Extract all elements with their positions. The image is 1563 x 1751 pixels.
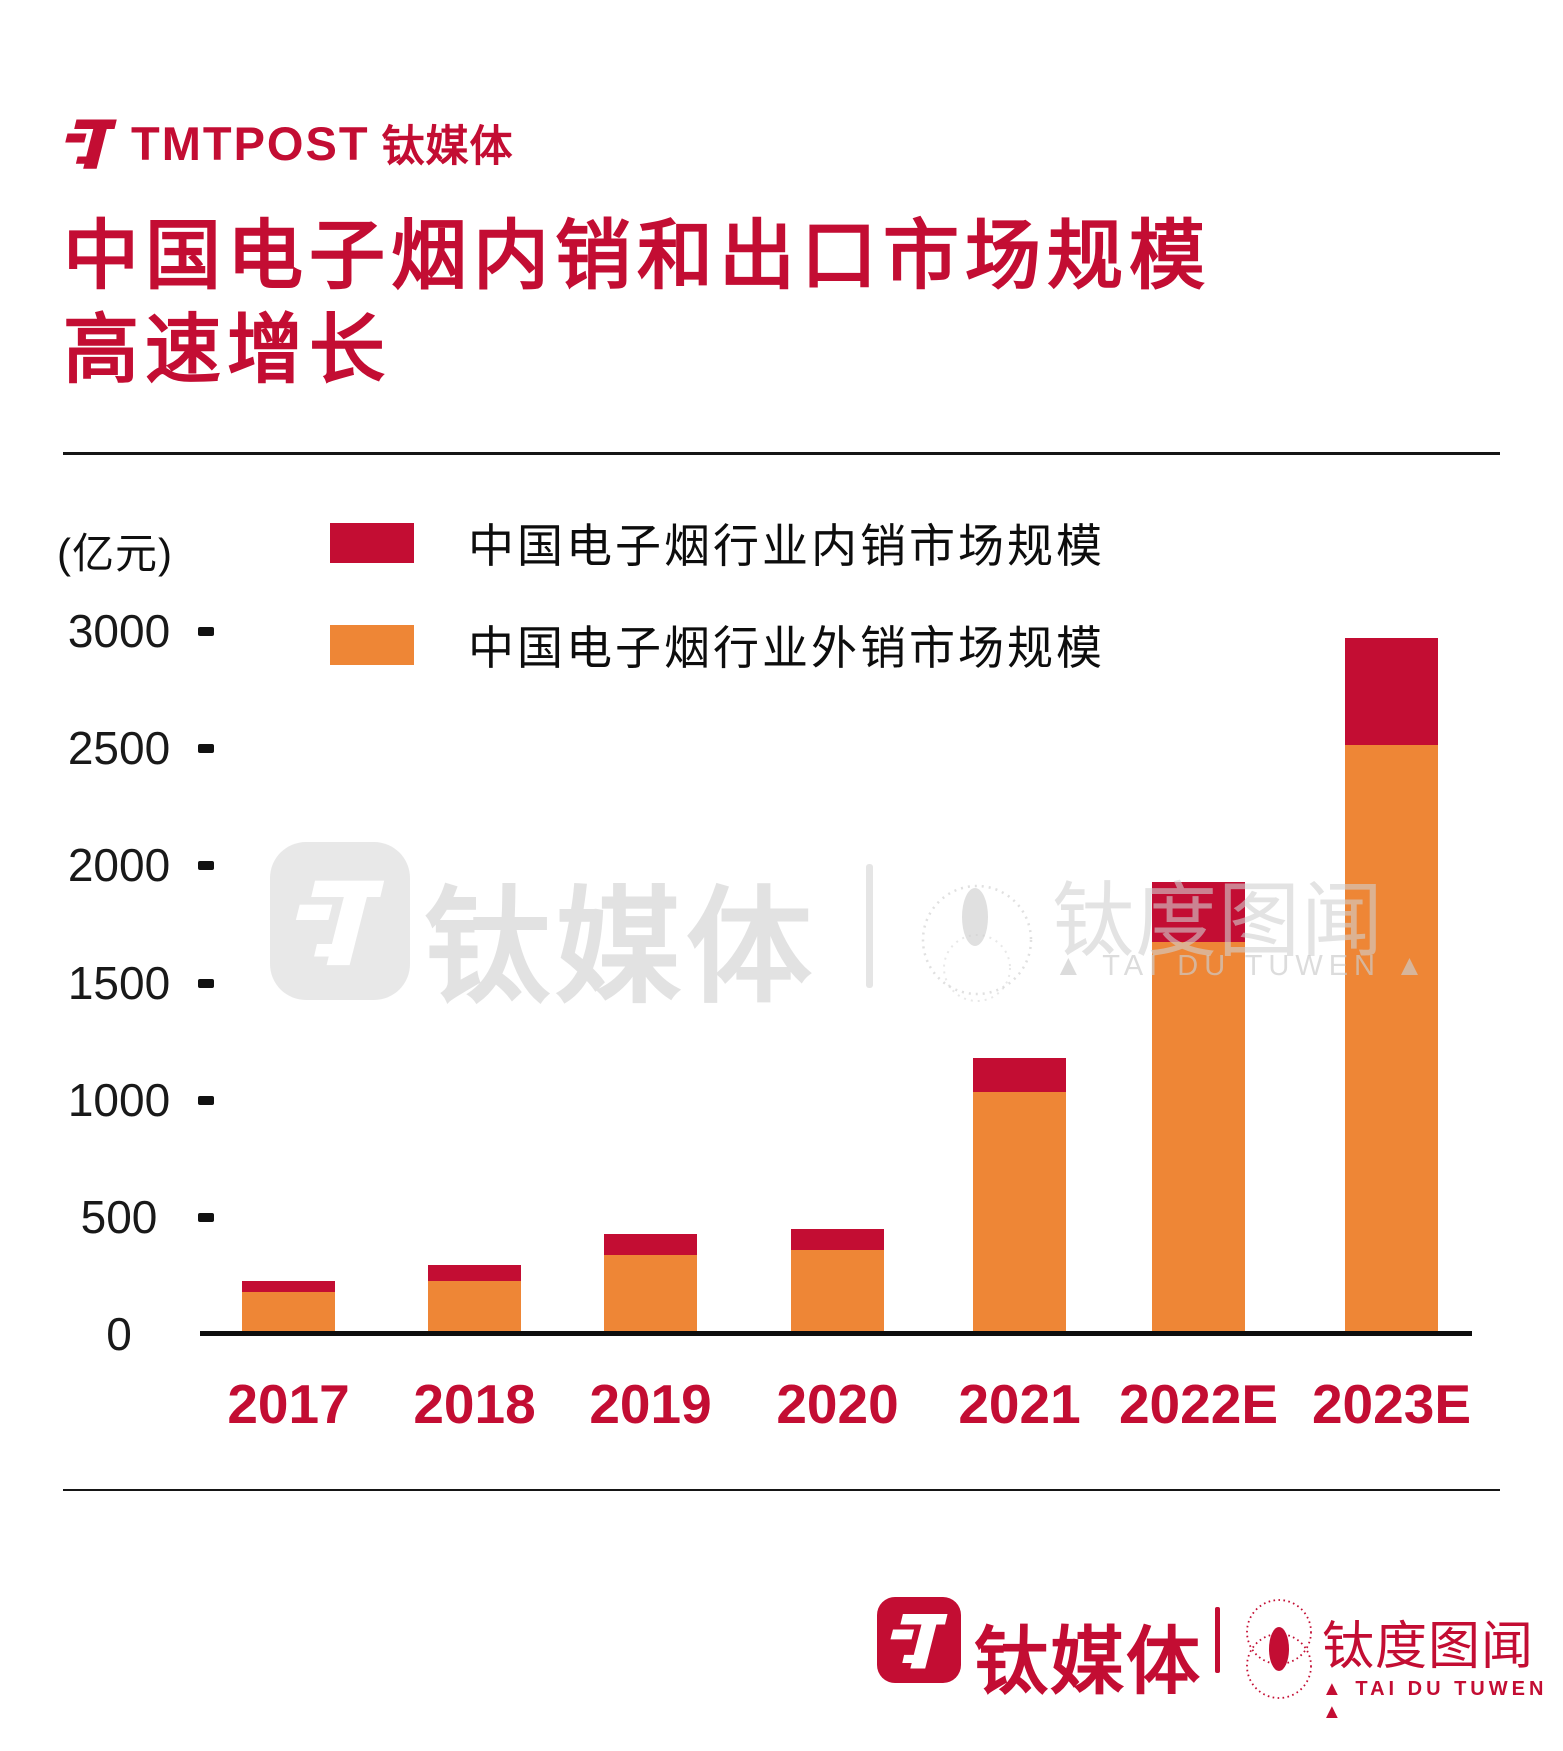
x-axis-label-2018: 2018 <box>413 1373 536 1435</box>
watermark-t-icon <box>295 880 385 966</box>
y-axis-tick-mark-3000 <box>198 627 214 636</box>
watermark-eye-icon <box>921 884 1033 1002</box>
y-axis-tick-mark-2500 <box>198 744 214 754</box>
legend-label-export: 中国电子烟行业外销市场规模 <box>468 622 1105 674</box>
legend-item-export: 中国电子烟行业外销市场规模 <box>330 614 1105 676</box>
footer-taidu-latin: ▲ TAI DU TUWEN ▲ <box>1322 1678 1563 1724</box>
y-axis-tick-label-2500: 2500 <box>67 722 171 775</box>
bar-segment-domestic <box>973 1058 1066 1092</box>
bar-2018 <box>428 1265 521 1331</box>
bar-2019 <box>604 1234 697 1331</box>
x-axis-label-2017: 2017 <box>227 1373 350 1435</box>
brand-name-en: TMTPOST <box>131 116 370 170</box>
watermark-brand-cn: 钛媒体 <box>424 877 817 1018</box>
y-axis-tick-label-2000: 2000 <box>67 839 171 892</box>
legend-item-domestic: 中国电子烟行业内销市场规模 <box>330 512 1105 574</box>
footer-eye-icon <box>1246 1599 1312 1699</box>
header-brand: TMTPOST 钛媒体 <box>63 112 514 174</box>
x-axis-label-2022E: 2022E <box>1118 1373 1279 1435</box>
x-axis-line <box>200 1331 1472 1336</box>
page-title: 中国电子烟内销和出口市场规模 高速增长 <box>63 210 1211 398</box>
watermark-tmtpost-logo <box>270 842 410 1000</box>
legend-swatch-domestic <box>330 523 414 563</box>
x-axis-label-2023E: 2023E <box>1311 1373 1472 1435</box>
bar-segment-domestic <box>604 1234 697 1255</box>
bar-segment-export <box>1345 745 1438 1331</box>
footer-triangle-left: ▲ <box>1322 1678 1346 1700</box>
bar-segment-export <box>242 1292 335 1331</box>
bar-2021 <box>973 1058 1066 1331</box>
x-axis-label-2021: 2021 <box>958 1373 1081 1435</box>
footer-divider <box>1215 1607 1220 1673</box>
y-axis-tick-mark-1000 <box>198 1095 214 1105</box>
footer-divider-line <box>63 1489 1500 1491</box>
watermark-triangle-left: ▲ <box>1054 950 1089 982</box>
y-axis-tick-label-0: 0 <box>106 1308 132 1360</box>
footer-tmtpost-logo <box>877 1597 961 1683</box>
bar-segment-domestic <box>1345 638 1438 745</box>
watermark-divider <box>866 864 873 988</box>
y-axis-tick-mark-2000 <box>198 861 214 871</box>
bar-2020 <box>791 1229 884 1331</box>
brand-name-cn: 钛媒体 <box>381 123 514 171</box>
footer-brand-cn: 钛媒体 <box>974 1620 1202 1703</box>
legend-swatch-export <box>330 625 414 665</box>
bar-segment-export <box>1152 942 1245 1331</box>
bar-2017 <box>242 1281 335 1331</box>
bar-segment-domestic <box>428 1265 521 1281</box>
bar-segment-export <box>973 1092 1066 1331</box>
x-axis-label-2020: 2020 <box>776 1373 899 1435</box>
y-axis-tick-mark-500 <box>198 1212 214 1222</box>
x-axis-label-2019: 2019 <box>589 1373 712 1435</box>
y-axis-tick-label-500: 500 <box>80 1190 158 1243</box>
bar-segment-domestic <box>1152 882 1245 942</box>
y-axis-tick-label-3000: 3000 <box>67 605 171 657</box>
bar-2023E <box>1345 638 1438 1331</box>
title-line-1: 中国电子烟内销和出口市场规模 <box>63 214 1211 299</box>
footer-triangle-right: ▲ <box>1322 1701 1346 1723</box>
legend-label-domestic: 中国电子烟行业内销市场规模 <box>468 520 1105 572</box>
tmtpost-logo-icon <box>65 119 117 169</box>
footer-latin-text: TAI DU TUWEN <box>1355 1678 1548 1700</box>
y-axis-tick-mark-1500 <box>198 978 214 988</box>
bar-segment-export <box>604 1255 697 1331</box>
title-line-2: 高速增长 <box>63 308 391 393</box>
bar-segment-domestic <box>791 1229 884 1250</box>
bar-segment-export <box>428 1281 521 1331</box>
bar-2022E <box>1152 882 1245 1331</box>
y-axis-tick-label-1000: 1000 <box>67 1073 171 1126</box>
bar-segment-domestic <box>242 1281 335 1292</box>
bar-segment-export <box>791 1250 884 1331</box>
y-axis-tick-label-1500: 1500 <box>67 956 171 1009</box>
footer-taidu-cn: 钛度图闻 <box>1322 1618 1535 1676</box>
footer-t-icon <box>890 1613 948 1669</box>
y-axis-unit-label: (亿元) <box>57 530 173 577</box>
title-divider-line <box>63 452 1500 455</box>
